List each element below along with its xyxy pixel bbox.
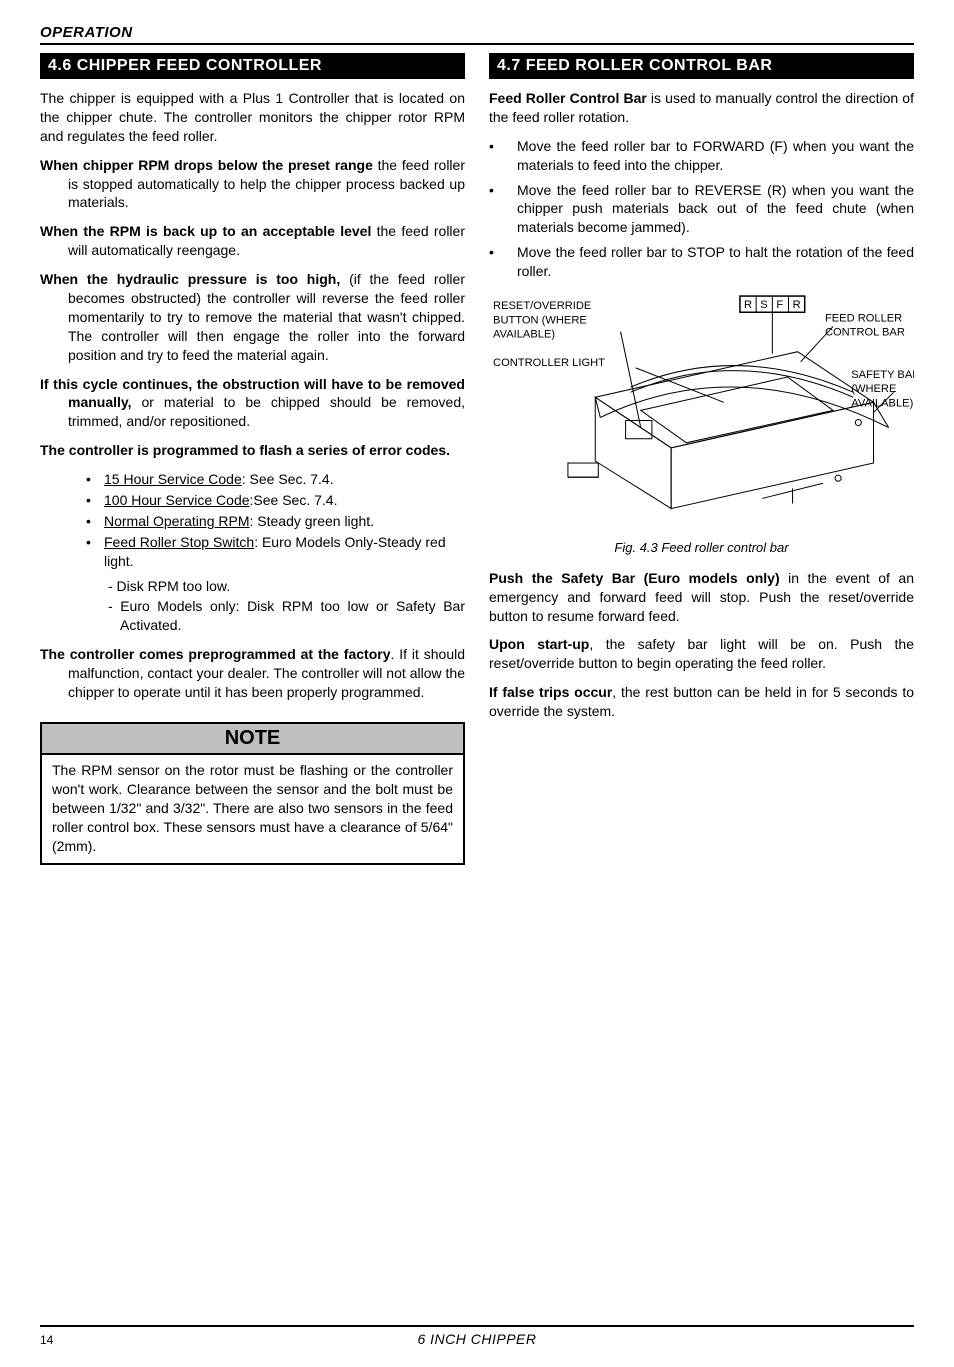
content-columns: 4.6 CHIPPER FEED CONTROLLER The chipper …: [40, 53, 914, 865]
list-item: Feed Roller Stop Switch: Euro Models Onl…: [86, 533, 465, 571]
list-item: Move the feed roller bar to STOP to halt…: [489, 243, 914, 281]
note-box: NOTE The RPM sensor on the rotor must be…: [40, 722, 465, 865]
svg-text:F: F: [776, 299, 783, 311]
para-startup: Upon start-up, the safety bar light will…: [489, 635, 914, 673]
svg-text:R: R: [744, 299, 752, 311]
section-4-6-heading: 4.6 CHIPPER FEED CONTROLLER: [40, 53, 465, 79]
para-rpm-drop: When chipper RPM drops below the preset …: [40, 156, 465, 213]
page-number: 14: [40, 1333, 80, 1347]
para-rpm-back: When the RPM is back up to an acceptable…: [40, 222, 465, 260]
list-item: 15 Hour Service Code: See Sec. 7.4.: [86, 470, 465, 489]
control-bar-list: Move the feed roller bar to FORWARD (F) …: [489, 137, 914, 281]
list-item: Move the feed roller bar to REVERSE (R) …: [489, 181, 914, 238]
para-hyd-pressure: When the hydraulic pressure is too high,…: [40, 270, 465, 364]
para-intro: The chipper is equipped with a Plus 1 Co…: [40, 89, 465, 146]
svg-text:SAFETY BAR: SAFETY BAR: [851, 369, 914, 381]
note-body: The RPM sensor on the rotor must be flas…: [42, 755, 463, 863]
para-error-codes: The controller is programmed to flash a …: [40, 441, 465, 460]
list-item: Normal Operating RPM: Steady green light…: [86, 512, 465, 531]
error-code-list: 15 Hour Service Code: See Sec. 7.4. 100 …: [40, 470, 465, 570]
section-4-7-heading: 4.7 FEED ROLLER CONTROL BAR: [489, 53, 914, 79]
svg-text:AVAILABLE): AVAILABLE): [493, 329, 555, 341]
feed-roller-svg: R S F R: [489, 291, 914, 529]
para-cycle: If this cycle continues, the obstruction…: [40, 375, 465, 432]
page-header: OPERATION: [40, 24, 914, 45]
dash-2: - Euro Models only: Disk RPM too low or …: [40, 597, 465, 635]
list-item: 100 Hour Service Code:See Sec. 7.4.: [86, 491, 465, 510]
list-item: Move the feed roller bar to FORWARD (F) …: [489, 137, 914, 175]
svg-text:BUTTON (WHERE: BUTTON (WHERE: [493, 314, 587, 326]
header-section-label: OPERATION: [40, 24, 133, 41]
svg-text:R: R: [793, 299, 801, 311]
svg-text:AVAILABLE): AVAILABLE): [851, 397, 913, 409]
diagram-feed-roller: R S F R: [489, 291, 914, 532]
left-column: 4.6 CHIPPER FEED CONTROLLER The chipper …: [40, 53, 465, 865]
para-safety-bar: Push the Safety Bar (Euro models only) i…: [489, 569, 914, 626]
footer-title: 6 INCH CHIPPER: [80, 1331, 874, 1347]
svg-text:CONTROL BAR: CONTROL BAR: [825, 327, 905, 339]
note-title: NOTE: [42, 724, 463, 755]
right-column: 4.7 FEED ROLLER CONTROL BAR Feed Roller …: [489, 53, 914, 865]
figure-caption: Fig. 4.3 Feed roller control bar: [489, 540, 914, 555]
svg-text:FEED ROLLER: FEED ROLLER: [825, 312, 902, 324]
dash-1: - Disk RPM too low.: [40, 577, 465, 596]
svg-text:RESET/OVERRIDE: RESET/OVERRIDE: [493, 300, 591, 312]
page-footer: 14 6 INCH CHIPPER: [40, 1325, 914, 1347]
para-preprogrammed: The controller comes preprogrammed at th…: [40, 645, 465, 702]
svg-text:S: S: [760, 299, 767, 311]
svg-text:(WHERE: (WHERE: [851, 383, 896, 395]
para-false-trips: If false trips occur, the rest button ca…: [489, 683, 914, 721]
svg-text:CONTROLLER LIGHT: CONTROLLER LIGHT: [493, 357, 605, 369]
para-control-bar: Feed Roller Control Bar is used to manua…: [489, 89, 914, 127]
